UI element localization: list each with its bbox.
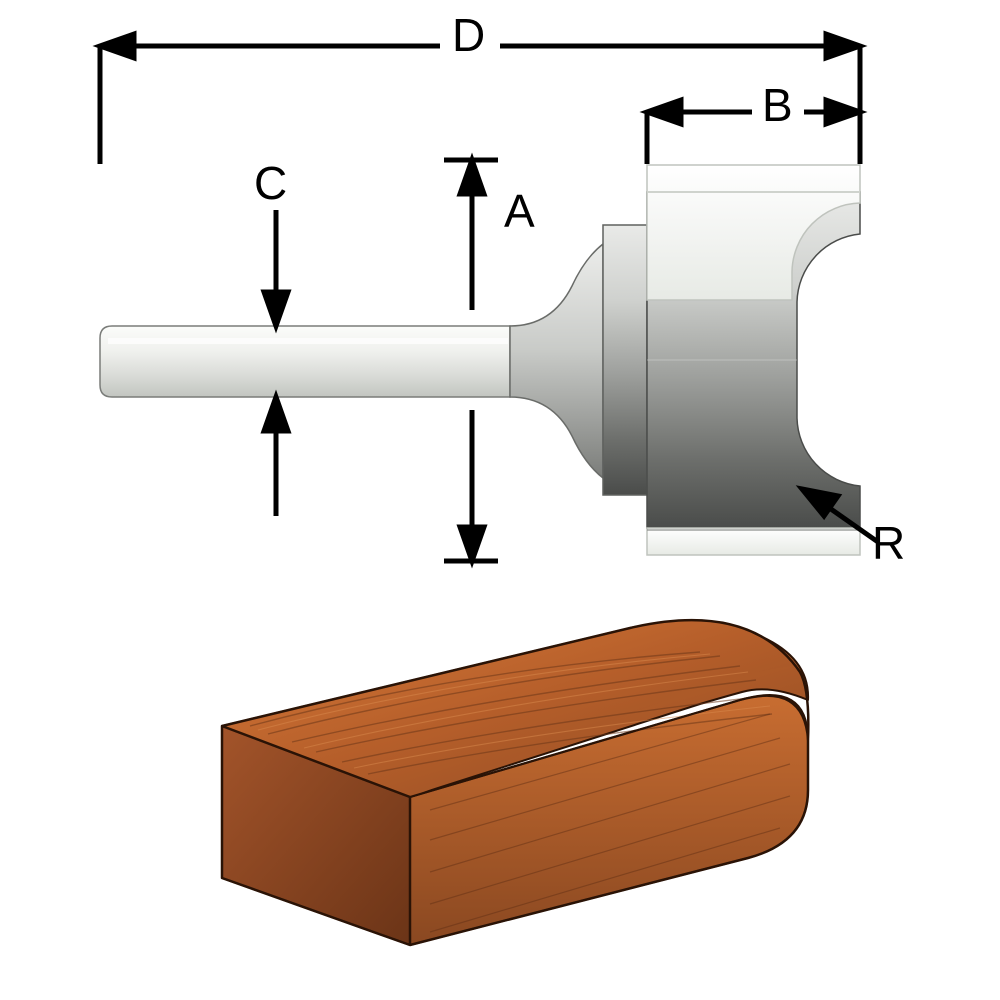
label-a: A [504, 184, 535, 238]
neck [510, 244, 603, 478]
shank [100, 326, 510, 397]
router-bit [100, 165, 860, 555]
label-d: D [452, 8, 485, 62]
technical-diagram [0, 0, 1000, 1000]
wood-sample [222, 620, 808, 945]
label-r: R [872, 516, 905, 570]
body-hub [603, 225, 647, 495]
label-b: B [762, 78, 793, 132]
cutter-face-bottom [647, 528, 860, 555]
label-c: C [254, 156, 287, 210]
